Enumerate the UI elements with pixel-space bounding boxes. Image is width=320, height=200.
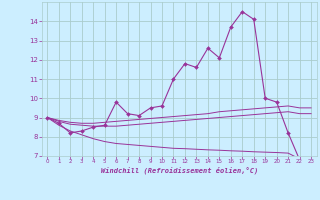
X-axis label: Windchill (Refroidissement éolien,°C): Windchill (Refroidissement éolien,°C) <box>100 167 258 174</box>
